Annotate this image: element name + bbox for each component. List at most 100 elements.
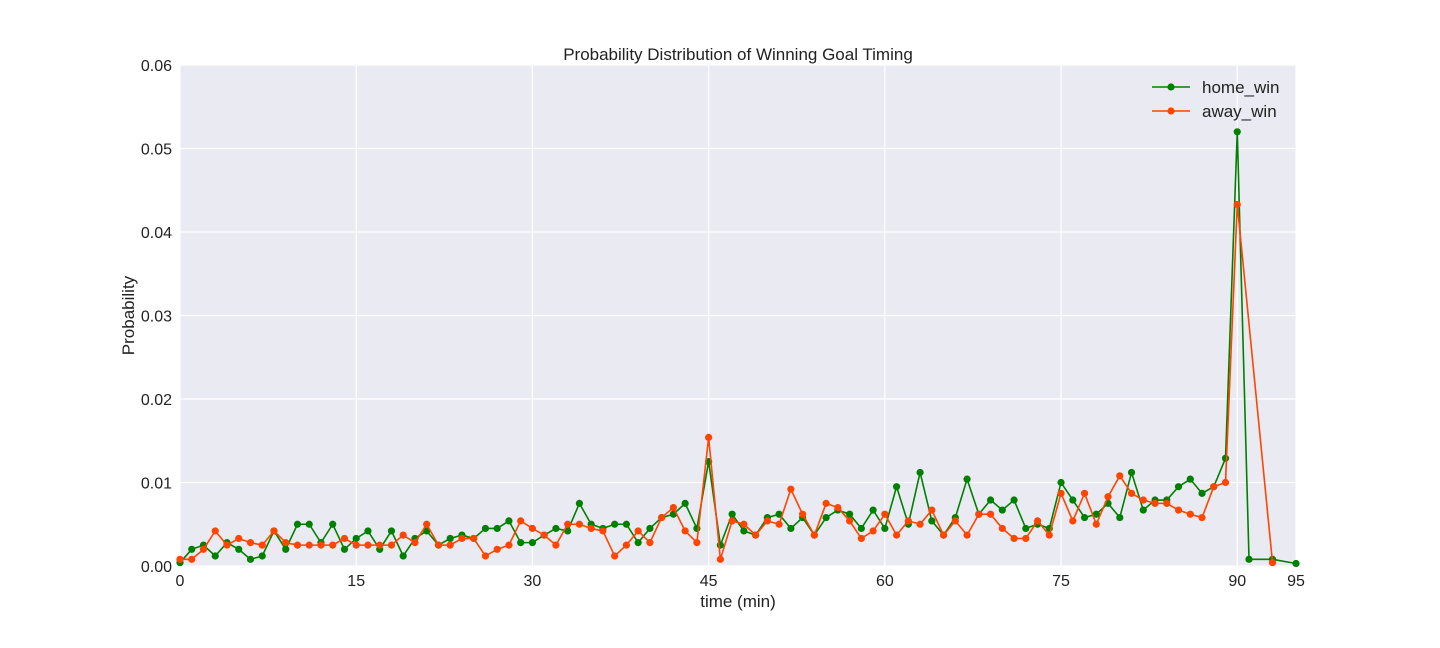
data-point-home_win [787, 524, 795, 533]
data-point-away_win [528, 524, 537, 533]
data-point-away_win [1163, 499, 1171, 507]
data-point-away_win [752, 531, 760, 539]
data-point-home_win [517, 539, 525, 547]
data-point-away_win [505, 541, 513, 549]
data-point-away_win [470, 534, 478, 543]
data-point-away_win [199, 545, 208, 553]
data-point-away_win [716, 555, 724, 563]
data-point-away_win [587, 524, 595, 533]
data-point-away_win [493, 545, 501, 553]
data-point-away_win [646, 539, 654, 547]
x-axis-label: time (min) [700, 592, 776, 611]
data-point-home_win [634, 539, 642, 547]
chart-title: Probability Distribution of Winning Goal… [563, 45, 913, 64]
data-point-away_win [1210, 483, 1218, 491]
data-point-home_win [1080, 513, 1089, 522]
data-point-home_win [1233, 128, 1241, 136]
data-point-away_win [293, 541, 302, 549]
data-point-away_win [869, 527, 877, 535]
y-tick-label: 0.02 [141, 392, 172, 409]
data-point-away_win [1221, 478, 1230, 487]
data-point-home_win [622, 520, 631, 528]
y-tick-label: 0.00 [141, 559, 172, 576]
data-point-home_win [1292, 559, 1300, 568]
data-point-away_win [1033, 517, 1042, 525]
data-point-away_win [1268, 559, 1277, 567]
data-point-home_win [1010, 496, 1018, 504]
data-point-home_win [681, 499, 689, 507]
data-point-away_win [963, 531, 971, 539]
x-tick-label: 90 [1228, 573, 1246, 590]
data-point-away_win [176, 555, 184, 563]
x-tick-label: 60 [876, 573, 894, 590]
data-point-away_win [892, 531, 901, 539]
data-point-home_win [575, 499, 584, 507]
data-point-away_win [775, 520, 783, 528]
data-point-away_win [481, 552, 490, 560]
data-point-home_win [188, 545, 196, 553]
data-point-away_win [399, 531, 407, 539]
data-point-away_win [1010, 534, 1018, 543]
data-point-home_win [740, 527, 748, 535]
data-point-away_win [340, 534, 349, 543]
data-point-away_win [411, 539, 419, 547]
data-point-home_win [282, 545, 290, 553]
data-point-away_win [1022, 534, 1030, 543]
data-point-home_win [305, 520, 313, 528]
legend: home_win away_win [1152, 78, 1280, 121]
data-point-home_win [916, 468, 924, 477]
data-point-away_win [622, 541, 631, 549]
data-point-home_win [340, 545, 349, 553]
data-point-home_win [986, 496, 995, 504]
data-point-home_win [1174, 483, 1183, 491]
data-point-away_win [211, 527, 219, 535]
data-point-away_win [681, 527, 689, 535]
data-point-away_win [787, 485, 795, 493]
data-point-home_win [446, 534, 454, 543]
y-axis-label: Probability [119, 275, 138, 355]
x-tick-label: 15 [347, 573, 365, 590]
data-point-home_win [1198, 489, 1206, 497]
data-point-away_win [235, 534, 243, 543]
data-point-away_win [846, 517, 854, 525]
data-point-away_win [634, 527, 642, 535]
data-point-away_win [575, 520, 584, 528]
data-point-home_win [329, 520, 337, 528]
data-point-home_win [1092, 510, 1100, 518]
data-point-away_win [458, 534, 466, 543]
data-point-away_win [822, 499, 830, 507]
data-point-home_win [399, 552, 407, 560]
data-point-away_win [975, 510, 983, 518]
legend-label: away_win [1202, 102, 1277, 121]
data-point-away_win [857, 534, 865, 543]
legend-label: home_win [1202, 78, 1280, 97]
x-tick-label: 75 [1052, 573, 1070, 590]
data-point-away_win [1092, 520, 1100, 528]
data-point-away_win [305, 541, 313, 549]
legend-item-home_win: home_win [1152, 78, 1280, 97]
data-point-away_win [658, 513, 666, 522]
x-tick-label: 0 [176, 573, 185, 590]
data-point-home_win [716, 541, 724, 549]
x-tick-label: 30 [524, 573, 542, 590]
data-point-away_win [352, 541, 360, 549]
data-point-home_win [611, 520, 619, 528]
data-point-home_win [646, 524, 654, 533]
data-point-away_win [740, 520, 748, 528]
data-point-home_win [1069, 496, 1077, 504]
data-point-home_win [564, 527, 572, 535]
data-point-home_win [387, 527, 396, 535]
data-point-away_win [611, 552, 619, 560]
data-point-away_win [317, 541, 325, 549]
series-layer [176, 128, 1300, 568]
data-point-away_win [881, 510, 889, 518]
data-point-away_win [1198, 513, 1206, 522]
data-point-away_win [540, 531, 548, 539]
data-point-away_win [552, 541, 560, 549]
data-point-away_win [1104, 493, 1112, 501]
data-point-away_win [434, 541, 443, 549]
data-point-home_win [258, 552, 266, 560]
data-point-home_win [528, 539, 537, 547]
data-point-home_win [552, 524, 560, 533]
